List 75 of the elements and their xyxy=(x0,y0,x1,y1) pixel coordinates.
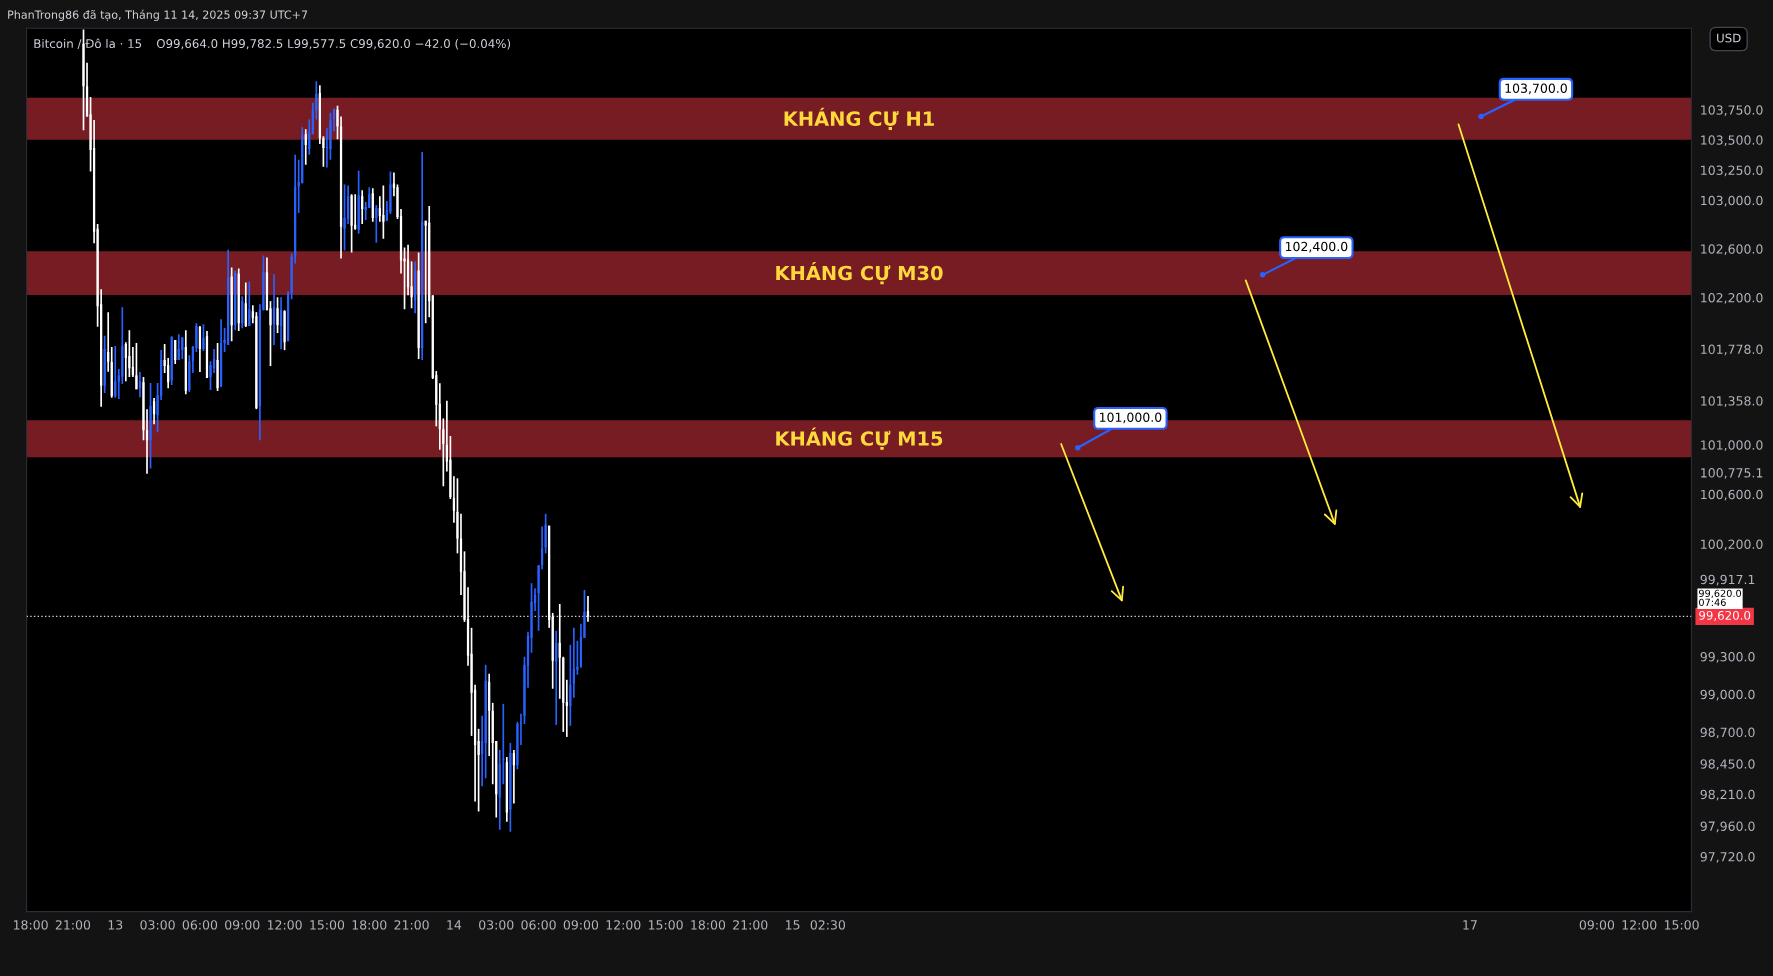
x-tick-label: 18:00 xyxy=(13,920,48,930)
band-label: KHÁNG CỰ M15 xyxy=(776,427,943,450)
x-tick-label: 12:00 xyxy=(1622,920,1657,930)
y-tick-label: 102,200.0 xyxy=(1701,292,1763,304)
y-tick-label: 101,358.0 xyxy=(1701,396,1763,407)
candlestick xyxy=(343,183,346,252)
candlestick xyxy=(202,323,205,352)
x-tick-label: 15:00 xyxy=(1664,920,1699,930)
y-tick-label: 99,917.1 xyxy=(1700,574,1755,586)
y-tick-label: 99,000.0 xyxy=(1700,689,1755,701)
x-tick-label: 12:00 xyxy=(606,920,641,930)
annotation: 101,000.0 xyxy=(1099,412,1162,424)
x-tick-label: 17 xyxy=(1463,920,1477,930)
y-tick-label: 97,960.0 xyxy=(1700,821,1755,833)
y-tick-label: 99,300.0 xyxy=(1700,652,1755,663)
y-tick-label: 103,750.0 xyxy=(1701,105,1763,116)
candlestick xyxy=(135,342,138,390)
x-tick-label: 06:00 xyxy=(182,920,218,930)
x-tick-label: 03:00 xyxy=(140,920,175,930)
x-tick-label: 03:00 xyxy=(479,920,514,930)
y-tick-label: 100,200.0 xyxy=(1701,539,1763,551)
y-tick-label: 101,000.0 xyxy=(1701,440,1763,452)
text: 99,620.0 07:46 xyxy=(1699,589,1742,607)
y-tick-label: 103,500.0 xyxy=(1701,135,1763,147)
y-tick-label: 100,600.0 xyxy=(1701,489,1763,501)
x-tick-label: 15 xyxy=(786,920,800,930)
x-tick-label: 18:00 xyxy=(691,920,726,930)
x-tick-label: 14 xyxy=(447,920,462,930)
y-tick-label: 100,775.1 xyxy=(1701,468,1763,479)
x-tick-label: 09:00 xyxy=(1579,920,1615,930)
candlestick xyxy=(346,184,350,225)
candlestick xyxy=(283,309,286,351)
candlestick xyxy=(149,382,152,470)
x-tick-label: 21:00 xyxy=(55,920,91,930)
candlestick xyxy=(315,80,318,121)
x-tick-label: 18:00 xyxy=(352,920,387,930)
candlestick xyxy=(216,342,219,392)
annotation: 102,400.0 xyxy=(1285,241,1348,253)
x-tick-label: 15:00 xyxy=(648,920,683,930)
text: O99,664.0 H99,782.5 L99,577.5 C99,620.0 −42.0 (−0.04%) xyxy=(156,38,511,50)
x-tick-label: 09:00 xyxy=(563,920,599,930)
x-tick-label: 09:00 xyxy=(225,920,260,930)
candlestick xyxy=(481,715,484,788)
candlestick xyxy=(212,348,216,374)
y-tick-label: 98,450.0 xyxy=(1700,759,1755,770)
candlestick xyxy=(107,311,110,373)
annotation: 103,700.0 xyxy=(1505,83,1567,95)
candlestick xyxy=(375,204,378,244)
y-tick-label: 103,250.0 xyxy=(1701,165,1763,177)
band-label: KHÁNG CỰ H1 xyxy=(784,107,934,130)
ref-line-label: 99,620.0 xyxy=(1699,610,1751,622)
y-tick-label: 97,720.0 xyxy=(1700,852,1755,863)
text: Bitcoin / Đô la · 15 xyxy=(34,38,142,49)
y-tick-label: 102,600.0 xyxy=(1701,244,1763,255)
x-tick-label: 21:00 xyxy=(733,920,768,930)
y-tick-label: 98,700.0 xyxy=(1700,727,1755,739)
x-tick-label: 12:00 xyxy=(267,920,302,930)
y-tick-label: 98,210.0 xyxy=(1700,789,1755,801)
candlestick xyxy=(82,28,85,132)
x-tick-label: 21:00 xyxy=(394,920,429,930)
x-tick-label: 13 xyxy=(108,920,123,930)
y-tick-label: 101,778.0 xyxy=(1701,344,1763,356)
candlestick xyxy=(350,193,353,254)
candlestick xyxy=(276,296,279,334)
candlestick xyxy=(357,169,360,235)
candlestick xyxy=(152,397,156,426)
x-tick-label: 02:30 xyxy=(810,920,846,930)
x-tick-label: 15:00 xyxy=(310,920,345,930)
x-tick-label: 06:00 xyxy=(521,920,556,930)
text: USD xyxy=(1717,33,1741,43)
text: PhanTrong86 đã tạo, Tháng 11 14, 2025 09:37 UTC+7 xyxy=(8,9,308,21)
candlestick xyxy=(304,128,307,166)
y-tick-label: 103,000.0 xyxy=(1701,195,1763,207)
band-label: KHÁNG CỰ M30 xyxy=(776,262,943,285)
candlestick xyxy=(361,189,364,225)
